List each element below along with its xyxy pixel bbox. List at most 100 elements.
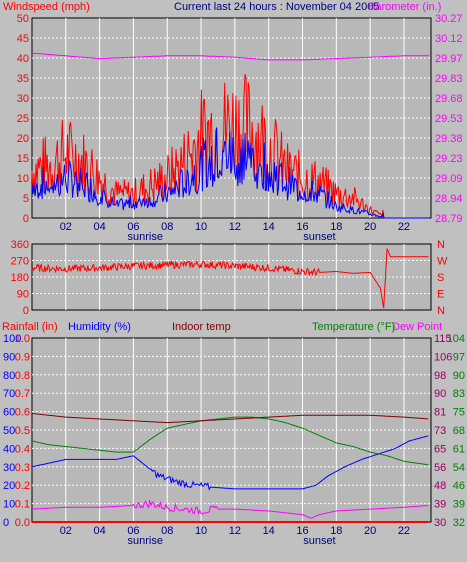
dewpoint-tick-label: 61	[453, 443, 465, 455]
temperature-tick-label: 39	[434, 499, 446, 511]
x-tick-label: 14	[263, 221, 275, 233]
direction-tick-label: 270	[11, 256, 29, 268]
compass-tick-label: S	[437, 272, 444, 284]
rainfall-tick-label: 0.7	[15, 388, 30, 400]
x-tick-label: 10	[195, 221, 207, 233]
barometer-tick-label: 29.97	[435, 53, 463, 65]
compass-tick-label: E	[437, 289, 444, 301]
humidity-tick-label: 0	[3, 517, 9, 529]
sunset-marker: sunset	[303, 535, 335, 547]
windspeed-tick-label: 10	[17, 173, 29, 185]
dewpoint-tick-label: 83	[453, 388, 465, 400]
x-tick-label: 02	[60, 221, 72, 233]
temperature-tick-label: 30	[434, 517, 446, 529]
humidity-tick-label: 50	[3, 425, 15, 437]
rainfall-tick-label: 0.5	[15, 425, 30, 437]
barometer-tick-label: 29.09	[435, 173, 463, 185]
temperature-line	[31, 416, 429, 466]
humidity-tick-label: 20	[3, 480, 15, 492]
rainfall-tick-label: 1.0	[15, 333, 30, 345]
sunrise-marker: sunrise	[128, 231, 163, 243]
humidity-tick-label: 70	[3, 388, 15, 400]
dewpoint-tick-label: 39	[453, 499, 465, 511]
windspeed-tick-label: 50	[17, 13, 29, 25]
humidity-tick-label: 80	[3, 370, 15, 382]
x-tick-label: 12	[229, 221, 241, 233]
barometer-tick-label: 29.68	[435, 93, 463, 105]
rainfall-label: Rainfall (in)	[2, 321, 58, 333]
temperature-tick-label: 106	[434, 351, 452, 363]
compass-tick-label: W	[437, 256, 448, 268]
x-tick-label: 06	[127, 525, 139, 537]
windspeed-tick-label: 5	[23, 193, 29, 205]
rainfall-tick-label: 0.3	[15, 462, 30, 474]
barometer-line	[31, 52, 430, 61]
x-tick-label: 20	[364, 221, 376, 233]
dewpoint-tick-label: 46	[453, 480, 465, 492]
windspeed-label: Windspeed (mph)	[3, 1, 90, 13]
dewpoint-label: Dew Point	[392, 321, 442, 333]
dewpoint-tick-label: 68	[453, 425, 465, 437]
rainfall-tick-label: 0.8	[15, 370, 30, 382]
windspeed-tick-label: 40	[17, 53, 29, 65]
compass-tick-label: N	[437, 239, 445, 251]
temperature-tick-label: 48	[434, 480, 446, 492]
windspeed-tick-label: 30	[17, 93, 29, 105]
humidity-tick-label: 40	[3, 443, 15, 455]
dewpoint-tick-label: 75	[453, 407, 465, 419]
barometer-tick-label: 29.38	[435, 133, 463, 145]
dew-point-line	[31, 499, 429, 519]
barometer-tick-label: 28.79	[435, 213, 463, 225]
dewpoint-tick-label: 90	[453, 370, 465, 382]
direction-tick-label: 180	[11, 272, 29, 284]
humidity-label: Humidity (%)	[68, 321, 131, 333]
plot-area-3	[31, 337, 432, 523]
wind-average-line	[31, 127, 429, 219]
plot-area-1	[31, 17, 432, 219]
temperature-tick-label: 115	[434, 333, 452, 345]
x-tick-label: 04	[94, 525, 106, 537]
windspeed-tick-label: 15	[17, 153, 29, 165]
sunset-marker: sunset	[303, 231, 335, 243]
humidity-tick-label: 10	[3, 499, 15, 511]
indoor-line	[31, 412, 429, 424]
x-tick-label: 08	[161, 221, 173, 233]
wind-direction-line	[31, 248, 429, 309]
barometer-label: Barometer (in.)	[368, 1, 441, 13]
temperature-tick-label: 73	[434, 425, 446, 437]
humidity-tick-label: 100	[3, 333, 21, 345]
x-tick-label: 14	[263, 525, 275, 537]
temperature-label: Temperature (°F)	[312, 321, 395, 333]
windspeed-tick-label: 35	[17, 73, 29, 85]
x-tick-label: 02	[60, 525, 72, 537]
barometer-tick-label: 28.94	[435, 193, 463, 205]
windspeed-tick-label: 20	[17, 133, 29, 145]
x-tick-label: 22	[398, 525, 410, 537]
windspeed-tick-label: 25	[17, 113, 29, 125]
dewpoint-tick-label: 32	[453, 517, 465, 529]
rainfall-tick-label: 0.1	[15, 499, 30, 511]
chart-title: Current last 24 hours : November 04 2005	[174, 1, 379, 13]
rainfall-tick-label: 0.4	[15, 443, 30, 455]
compass-tick-label: N	[437, 305, 445, 317]
x-tick-label: 06	[127, 221, 139, 233]
x-tick-label: 18	[330, 221, 342, 233]
rainfall-tick-label: 0.2	[15, 480, 30, 492]
direction-tick-label: 90	[17, 289, 29, 301]
x-tick-label: 08	[161, 525, 173, 537]
dewpoint-tick-label: 54	[453, 462, 465, 474]
humidity-tick-label: 60	[3, 407, 15, 419]
temperature-tick-label: 98	[434, 370, 446, 382]
temperature-tick-label: 56	[434, 462, 446, 474]
dewpoint-tick-label: 97	[453, 351, 465, 363]
rainfall-tick-label: 0.0	[15, 517, 30, 529]
temperature-tick-label: 81	[434, 407, 446, 419]
sunrise-marker: sunrise	[128, 535, 163, 547]
humidity-line	[31, 435, 429, 491]
temperature-tick-label: 90	[434, 388, 446, 400]
x-tick-label: 10	[195, 525, 207, 537]
chart-marks: 5045403530252015105030.2730.1229.9729.83…	[3, 13, 465, 547]
x-tick-label: 04	[94, 221, 106, 233]
barometer-tick-label: 29.53	[435, 113, 463, 125]
dewpoint-tick-label: 104	[447, 333, 465, 345]
